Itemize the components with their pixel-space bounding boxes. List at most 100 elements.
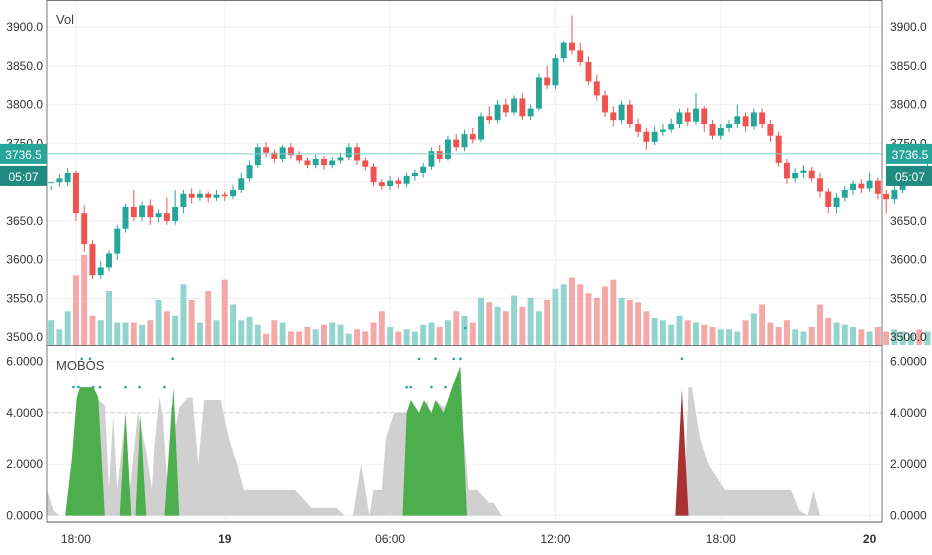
volume-bar <box>850 327 857 345</box>
candle-body <box>684 112 691 122</box>
volume-bar <box>626 300 633 345</box>
volume-bar <box>304 327 311 345</box>
candle-body <box>742 116 749 127</box>
candle-body <box>395 180 402 184</box>
candlesticks <box>48 15 931 280</box>
mobos-dots <box>72 326 684 389</box>
volume-bar <box>866 331 873 345</box>
candle-body <box>130 207 137 218</box>
candle-body <box>246 165 253 179</box>
right-y-tick-label: 3600.0 <box>890 253 927 267</box>
volume-bar <box>188 300 195 345</box>
candle-body <box>519 98 526 117</box>
mobos-signal-dot <box>405 385 408 389</box>
volume-bar <box>899 331 906 345</box>
mobos-signal-dot <box>452 357 456 361</box>
mobos-signal-dot <box>98 385 102 389</box>
right-y-tick-label: 3800.0 <box>890 98 927 112</box>
candle-body <box>850 183 857 190</box>
candle-body <box>668 124 675 130</box>
candle-body <box>701 108 708 125</box>
volume-bar <box>296 331 303 345</box>
candle-body <box>304 160 311 166</box>
volume-bar <box>502 311 509 345</box>
indicator-right-tick-label: 2.0000 <box>890 457 927 471</box>
volume-bar <box>378 311 385 345</box>
mobos-signal-dot <box>417 357 421 361</box>
candle-body <box>122 207 129 229</box>
candle-body <box>833 197 840 207</box>
volume-bar <box>610 279 617 345</box>
candle-body <box>775 135 782 163</box>
volume-bar <box>535 311 542 345</box>
indicator-left-tick-label: 4.0000 <box>6 406 43 420</box>
right-y-tick-label: 3500.0 <box>890 330 927 344</box>
candle-body <box>453 139 460 148</box>
volume-bar <box>800 331 807 345</box>
volume-bar <box>709 327 716 345</box>
volume-bar <box>635 302 642 345</box>
mobos-signal-dot <box>77 385 80 389</box>
volume-bar <box>89 315 96 345</box>
candle-body <box>825 191 832 207</box>
x-tick-label: 18:00 <box>61 532 91 546</box>
x-tick-label: 12:00 <box>540 532 570 546</box>
candle-body <box>874 180 881 194</box>
volume-bar <box>461 315 468 345</box>
candle-body <box>147 205 154 218</box>
candle-body <box>734 116 741 125</box>
volume-bar <box>916 329 923 345</box>
volume-bar <box>494 306 501 345</box>
volume-bar <box>651 318 658 345</box>
volume-bar <box>271 320 278 345</box>
volume-bar <box>817 304 823 345</box>
x-tick-label: 18:00 <box>706 532 736 546</box>
right-y-tick-label: 3850.0 <box>890 59 927 73</box>
mobos-signal-dot <box>171 357 174 361</box>
candle-body <box>81 213 88 245</box>
candle-body <box>370 166 377 183</box>
volume-bar <box>81 255 88 345</box>
mobos-signal-dot <box>434 357 437 361</box>
volume-bar <box>345 333 352 345</box>
volume-bar <box>122 322 129 345</box>
volume-bar <box>825 318 832 345</box>
mobos-signal-dot <box>455 385 459 389</box>
candle-body <box>635 124 642 132</box>
volume-bar <box>544 300 551 345</box>
volume-bar <box>602 286 609 345</box>
mobos-signal-dot <box>124 385 127 389</box>
volume-bar <box>163 311 170 345</box>
mobos-green-area <box>402 366 467 516</box>
right-price-badge <box>886 143 932 164</box>
volume-bar <box>420 324 427 345</box>
candle-body <box>378 182 385 187</box>
candle-body <box>155 213 162 218</box>
volume-bar <box>444 320 451 345</box>
candle-body <box>329 160 336 166</box>
right-y-tick-label: 3900.0 <box>890 20 927 34</box>
right-y-tick-label: 3550.0 <box>890 291 927 305</box>
candle-body <box>643 131 650 142</box>
volume-bar <box>560 284 567 345</box>
volume-bar <box>701 324 708 345</box>
candle-body <box>858 183 865 189</box>
volume-bar <box>254 324 261 345</box>
right-countdown-badge <box>886 165 932 186</box>
volume-bar <box>519 306 526 345</box>
candle-body <box>263 147 270 153</box>
candle-body <box>726 124 733 128</box>
candle-body <box>163 213 170 221</box>
volume-bar <box>593 297 600 345</box>
volume-bar <box>924 331 931 345</box>
volume-bar <box>792 329 799 345</box>
candle-body <box>659 129 666 132</box>
indicator-right-tick-label: 0.0000 <box>890 509 927 523</box>
candle-body <box>527 108 534 117</box>
volume-bar <box>213 320 220 345</box>
mobos-signal-dot <box>163 385 166 389</box>
candle-body <box>676 112 683 125</box>
volume-bar <box>362 331 369 345</box>
candle-body <box>106 253 112 268</box>
